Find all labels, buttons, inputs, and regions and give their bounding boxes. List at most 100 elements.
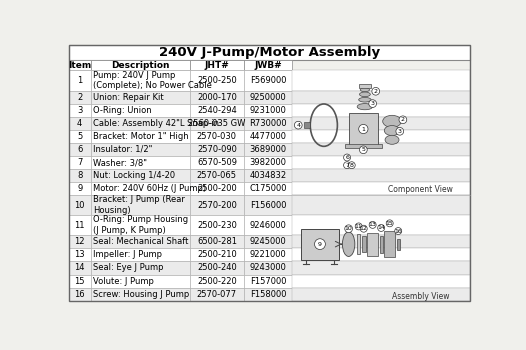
Text: 9221000: 9221000: [250, 250, 286, 259]
Text: 4034832: 4034832: [249, 171, 287, 180]
Bar: [69, 215, 90, 235]
Circle shape: [369, 222, 376, 228]
Text: Seal: Eye J Pump: Seal: Eye J Pump: [93, 264, 164, 273]
Bar: [69, 104, 90, 117]
Text: 16: 16: [74, 290, 85, 299]
Bar: [90, 61, 190, 70]
Bar: [190, 70, 244, 91]
Circle shape: [399, 116, 407, 124]
Bar: [244, 261, 292, 274]
Bar: [244, 117, 292, 130]
Text: 6570-509: 6570-509: [197, 158, 237, 167]
Bar: [90, 130, 190, 143]
Bar: [69, 117, 90, 130]
Text: 4: 4: [77, 119, 83, 128]
Bar: [244, 70, 292, 91]
Bar: [90, 274, 190, 288]
Ellipse shape: [359, 92, 370, 97]
Bar: [397, 239, 400, 250]
Text: 11: 11: [75, 221, 85, 230]
Bar: [345, 144, 382, 148]
Bar: [69, 130, 90, 143]
Circle shape: [343, 154, 350, 161]
Text: 8: 8: [350, 163, 353, 168]
Bar: [69, 195, 90, 215]
Text: 2560-035 GW: 2560-035 GW: [188, 119, 246, 128]
Bar: [244, 182, 292, 195]
Bar: [244, 143, 292, 156]
Text: Union: Repair Kit: Union: Repair Kit: [93, 92, 164, 102]
Text: JHT#: JHT#: [205, 61, 229, 70]
Circle shape: [343, 162, 350, 169]
Ellipse shape: [385, 126, 400, 135]
Bar: [190, 104, 244, 117]
Text: 5: 5: [77, 132, 83, 141]
Circle shape: [359, 124, 368, 134]
Bar: [190, 182, 244, 195]
Bar: [304, 122, 310, 128]
Text: 2570-030: 2570-030: [197, 132, 237, 141]
Circle shape: [394, 228, 402, 234]
Text: 2500-250: 2500-250: [197, 76, 237, 85]
Text: 7: 7: [77, 158, 83, 167]
Bar: [292, 143, 470, 156]
Bar: [190, 235, 244, 248]
Circle shape: [372, 88, 380, 95]
Bar: [359, 84, 371, 88]
Bar: [292, 182, 470, 195]
Text: 9231000: 9231000: [250, 106, 287, 115]
Bar: [244, 91, 292, 104]
Text: 2500-200: 2500-200: [197, 184, 237, 193]
Text: Volute: J Pump: Volute: J Pump: [93, 276, 154, 286]
Text: Insulator: 1/2": Insulator: 1/2": [93, 145, 152, 154]
Bar: [190, 143, 244, 156]
Bar: [69, 70, 90, 91]
Bar: [69, 274, 90, 288]
Text: 16: 16: [394, 229, 402, 233]
Text: 240V J-Pump/Motor Assembly: 240V J-Pump/Motor Assembly: [159, 46, 380, 59]
Bar: [90, 288, 190, 301]
Text: C175000: C175000: [249, 184, 287, 193]
Text: 1: 1: [77, 76, 83, 85]
Text: 9243000: 9243000: [250, 264, 287, 273]
Bar: [69, 182, 90, 195]
Bar: [292, 288, 470, 301]
Bar: [90, 182, 190, 195]
Bar: [244, 130, 292, 143]
Text: 9246000: 9246000: [250, 221, 287, 230]
Text: F156000: F156000: [250, 201, 286, 210]
Bar: [90, 248, 190, 261]
Bar: [292, 117, 470, 130]
Bar: [90, 143, 190, 156]
Ellipse shape: [342, 232, 355, 257]
Text: Assembly View: Assembly View: [392, 292, 449, 301]
Bar: [385, 231, 395, 257]
Bar: [357, 234, 360, 254]
Text: 2000-170: 2000-170: [197, 92, 237, 102]
Text: Component View: Component View: [388, 184, 453, 194]
Text: Housing): Housing): [93, 206, 130, 215]
Ellipse shape: [385, 135, 399, 144]
Circle shape: [360, 225, 367, 232]
Bar: [292, 70, 470, 91]
Bar: [349, 113, 378, 145]
Circle shape: [345, 225, 352, 232]
Text: R730000: R730000: [249, 119, 287, 128]
Bar: [69, 61, 90, 70]
Bar: [90, 104, 190, 117]
Bar: [90, 235, 190, 248]
Text: 2570-065: 2570-065: [197, 171, 237, 180]
Text: 10: 10: [345, 226, 352, 231]
Bar: [90, 91, 190, 104]
Bar: [69, 248, 90, 261]
Text: 11: 11: [355, 224, 362, 229]
Text: 3982000: 3982000: [249, 158, 287, 167]
Text: 2500-230: 2500-230: [197, 221, 237, 230]
Bar: [244, 195, 292, 215]
Bar: [362, 237, 366, 252]
Text: 6500-281: 6500-281: [197, 237, 237, 246]
Bar: [69, 169, 90, 182]
Bar: [244, 248, 292, 261]
Ellipse shape: [357, 104, 372, 110]
Circle shape: [315, 239, 326, 250]
